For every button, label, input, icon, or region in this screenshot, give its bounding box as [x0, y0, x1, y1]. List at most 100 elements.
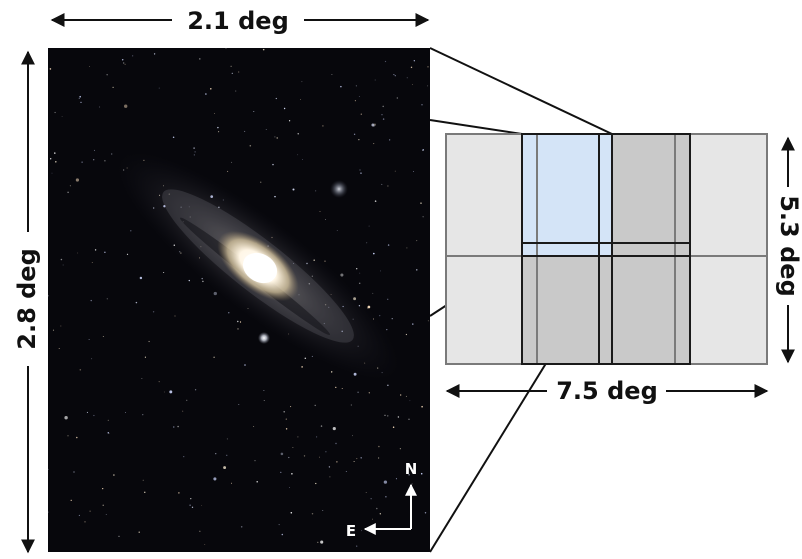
star — [395, 478, 397, 480]
star — [420, 472, 423, 475]
star — [158, 87, 160, 89]
star — [253, 425, 255, 428]
star — [201, 505, 203, 507]
star — [194, 389, 197, 391]
star — [77, 252, 79, 254]
star — [374, 79, 376, 81]
star — [378, 445, 380, 448]
star — [163, 391, 165, 393]
star — [427, 85, 429, 87]
star — [391, 318, 393, 320]
star — [78, 514, 80, 516]
star — [202, 280, 204, 283]
star — [416, 240, 418, 242]
star — [288, 456, 290, 459]
star — [380, 270, 382, 272]
star — [382, 118, 385, 120]
star — [244, 130, 246, 132]
star — [384, 414, 386, 416]
star — [302, 159, 304, 161]
star — [163, 272, 165, 273]
star — [177, 425, 179, 428]
star — [102, 335, 104, 337]
compass: N E — [346, 460, 417, 540]
star — [274, 195, 276, 198]
star — [263, 400, 265, 401]
connector-top-right — [429, 47, 613, 135]
mosaic-footprint — [445, 133, 768, 365]
star — [408, 418, 410, 420]
star — [360, 457, 362, 459]
star — [230, 65, 232, 67]
star — [75, 178, 79, 182]
star — [52, 329, 55, 331]
star — [421, 405, 423, 408]
star — [371, 123, 375, 127]
star — [340, 85, 342, 88]
star — [90, 299, 92, 302]
star — [88, 338, 90, 340]
star — [355, 85, 357, 87]
star — [411, 483, 413, 485]
star — [225, 48, 227, 49]
connector-top-left — [429, 119, 523, 135]
star — [256, 481, 258, 483]
star — [93, 159, 95, 161]
star — [285, 428, 288, 430]
star — [335, 442, 337, 445]
star — [303, 455, 306, 457]
star — [422, 216, 424, 218]
star — [144, 491, 146, 493]
star — [240, 526, 243, 528]
star — [405, 395, 407, 397]
star — [51, 172, 53, 174]
star — [48, 468, 49, 470]
star — [223, 466, 227, 470]
star — [227, 170, 229, 172]
star — [320, 540, 324, 544]
star — [352, 435, 353, 437]
star — [70, 499, 72, 501]
star — [64, 416, 68, 420]
star — [421, 104, 423, 106]
star — [354, 100, 356, 102]
star — [190, 498, 192, 500]
star — [238, 404, 240, 406]
star — [91, 262, 93, 263]
star — [67, 191, 69, 194]
star — [410, 66, 413, 69]
star — [73, 471, 75, 473]
star — [397, 416, 400, 418]
star — [292, 447, 294, 448]
star — [389, 139, 391, 141]
star — [376, 507, 378, 510]
star — [400, 394, 402, 396]
star — [210, 88, 212, 90]
star — [86, 411, 88, 413]
star — [387, 244, 390, 246]
star — [297, 154, 299, 156]
star — [275, 97, 277, 100]
star — [124, 104, 128, 108]
star — [174, 315, 176, 317]
star — [218, 131, 220, 133]
star — [81, 161, 83, 163]
star — [387, 415, 389, 417]
star — [253, 111, 255, 112]
star — [408, 473, 410, 476]
star — [237, 328, 239, 330]
star — [79, 369, 82, 371]
star — [311, 512, 314, 515]
star — [358, 282, 361, 285]
star — [276, 137, 278, 139]
star — [382, 105, 384, 108]
star — [231, 72, 233, 75]
star — [141, 378, 143, 379]
star — [193, 154, 195, 156]
star — [169, 390, 173, 394]
star — [108, 433, 110, 435]
star — [406, 77, 408, 79]
star — [228, 312, 230, 314]
star — [416, 269, 418, 271]
